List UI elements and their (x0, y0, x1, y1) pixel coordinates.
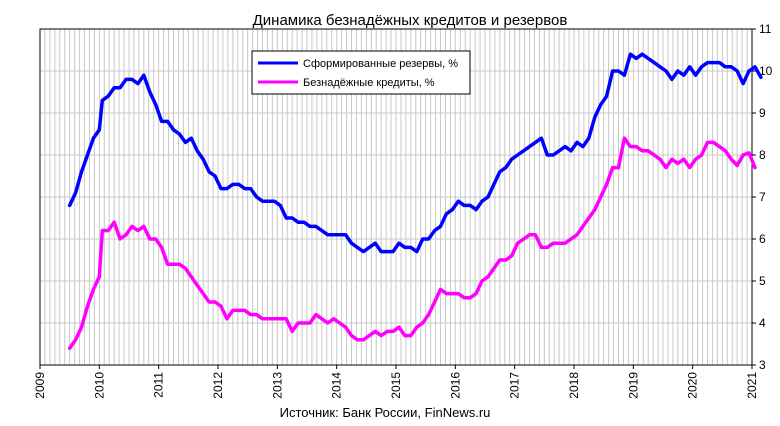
x-tick-label: 2020 (686, 372, 700, 399)
grid (40, 29, 752, 365)
x-tick-label: 2021 (745, 372, 759, 399)
x-tick-label: 2014 (330, 372, 344, 399)
legend: Сформированные резервы, % Безнадёжные кр… (251, 50, 471, 95)
x-tick-label: 2012 (211, 372, 225, 399)
x-axis: 2009 2010 2011 2012 2013 2014 2015 2016 2017 2018… (33, 365, 759, 399)
source-caption: Источник: Банк России, FinNews.ru (280, 405, 491, 420)
y-tick-label: 3 (759, 358, 766, 372)
legend-label-bad-loans: Безнадёжные кредиты, % (303, 77, 435, 89)
chart-title: Динамика безнадёжных кредитов и резервов (253, 12, 568, 29)
y-tick-label: 8 (759, 148, 766, 162)
x-tick-label: 2015 (389, 372, 403, 399)
x-tick-label: 2013 (270, 372, 284, 399)
y-axis: 3 4 5 6 7 8 9 10 11 (752, 22, 773, 372)
x-tick-label: 2016 (448, 372, 462, 399)
x-tick-label: 2009 (33, 372, 47, 399)
legend-box (251, 50, 471, 95)
y-tick-label: 10 (759, 64, 773, 78)
x-tick-label: 2019 (626, 372, 640, 399)
series-group (67, 52, 763, 350)
y-tick-label: 7 (759, 190, 766, 204)
y-tick-label: 5 (759, 274, 766, 288)
x-tick-label: 2017 (508, 372, 522, 399)
y-tick-label: 6 (759, 232, 766, 246)
x-tick-label: 2010 (92, 372, 106, 399)
y-tick-label: 9 (759, 106, 766, 120)
series-line-reserves (67, 52, 763, 254)
y-tick-label: 11 (759, 22, 772, 36)
legend-label-reserves: Сформированные резервы, % (303, 58, 458, 70)
y-tick-label: 4 (759, 316, 766, 330)
x-tick-label: 2011 (152, 372, 166, 398)
series-line-bad-loans (67, 136, 757, 350)
x-tick-label: 2018 (567, 372, 581, 399)
